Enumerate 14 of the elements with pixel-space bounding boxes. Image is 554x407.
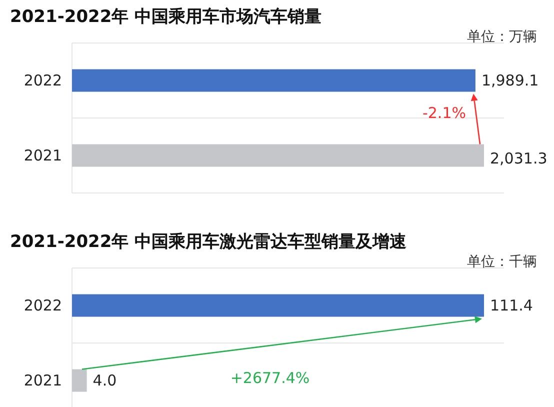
annotation: +2677.4%	[230, 369, 310, 387]
chart-title: 2021-2022年 中国乘用车市场汽车销量	[10, 7, 322, 27]
chart-title: 2021-2022年 中国乘用车激光雷达车型销量及增速	[10, 232, 407, 252]
y-tick-label: 2022	[24, 72, 62, 90]
y-tick-label: 2021	[24, 146, 62, 164]
y-tick-label: 2021	[24, 372, 62, 390]
data-label: 111.4	[490, 296, 533, 314]
annotation: 单位：千辆	[467, 254, 537, 270]
data-label: 4.0	[92, 372, 117, 390]
data-label: 1,989.1	[481, 72, 539, 90]
annotation: 单位：万辆	[467, 29, 537, 45]
data-label: 2,031.3	[490, 150, 548, 168]
y-tick-label: 2022	[24, 296, 62, 314]
annotation: -2.1%	[422, 104, 466, 122]
